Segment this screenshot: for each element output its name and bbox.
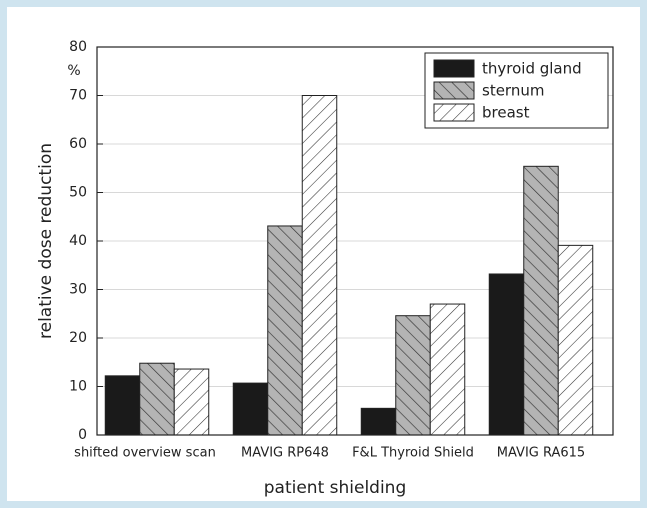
bar bbox=[395, 315, 431, 436]
legend-label: thyroid gland bbox=[482, 60, 582, 78]
y-axis-label: relative dose reduction bbox=[36, 143, 56, 339]
x-tick-label: MAVIG RA615 bbox=[497, 446, 585, 461]
bar bbox=[139, 362, 175, 436]
y-tick-label: 30 bbox=[69, 282, 87, 298]
y-tick-label: 40 bbox=[69, 233, 87, 249]
bar bbox=[557, 244, 594, 436]
bar bbox=[267, 225, 303, 436]
bar bbox=[301, 95, 338, 436]
y-tick-label: 70 bbox=[69, 88, 87, 104]
y-unit: % bbox=[67, 63, 80, 79]
y-tick-label: 0 bbox=[78, 427, 87, 443]
y-tick-label: 10 bbox=[69, 379, 87, 395]
y-tick-label: 50 bbox=[69, 185, 87, 201]
bar bbox=[429, 303, 466, 436]
bar bbox=[173, 368, 210, 436]
y-tick-label: 20 bbox=[69, 330, 87, 346]
x-tick-label: MAVIG RP648 bbox=[241, 446, 329, 461]
bar bbox=[104, 375, 141, 436]
plot-frame bbox=[96, 46, 614, 436]
bar bbox=[488, 273, 525, 436]
legend-swatch bbox=[433, 59, 475, 78]
legend-swatch bbox=[433, 81, 475, 100]
legend-label: breast bbox=[482, 104, 530, 122]
bar bbox=[232, 382, 269, 436]
bar bbox=[523, 165, 559, 436]
y-tick-label: 80 bbox=[69, 39, 87, 55]
legend-swatch bbox=[433, 103, 475, 122]
y-tick-label: 60 bbox=[69, 136, 87, 152]
bar bbox=[360, 407, 397, 436]
x-tick-label: shifted overview scan bbox=[74, 446, 216, 461]
x-tick-label: F&L Thyroid Shield bbox=[352, 446, 474, 461]
x-axis-label: patient shielding bbox=[264, 478, 407, 498]
legend-label: sternum bbox=[482, 82, 544, 100]
